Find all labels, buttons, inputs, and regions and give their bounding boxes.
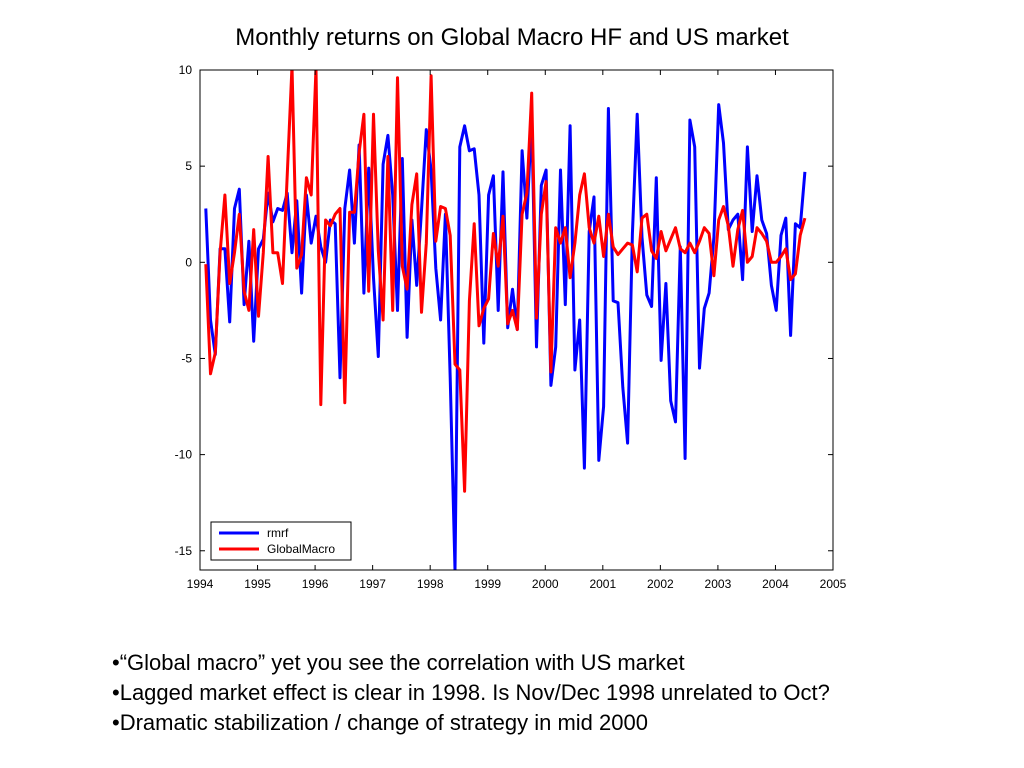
plot-frame bbox=[199, 69, 834, 571]
x-tick-label: 1997 bbox=[359, 577, 386, 591]
x-tick-label: 1994 bbox=[187, 577, 214, 591]
x-tick-label: 1996 bbox=[302, 577, 329, 591]
y-tick-label: 0 bbox=[185, 255, 192, 269]
x-tick-label: 2003 bbox=[705, 577, 732, 591]
bullet-item-1: •“Global macro” yet you see the correlat… bbox=[112, 650, 685, 675]
series-line-globalmacro bbox=[204, 70, 807, 493]
line-chart: 1994 1995 1996 1997 1998 1999 2000 2001 2002 2003… bbox=[175, 63, 847, 591]
x-tick-label: 2001 bbox=[589, 577, 616, 591]
bullet-list: •“Global macro” yet you see the correlat… bbox=[112, 648, 830, 738]
bullet-item-2: •Lagged market effect is clear in 1998. … bbox=[112, 680, 830, 705]
y-tick-label: -5 bbox=[181, 351, 192, 365]
legend-box bbox=[210, 521, 352, 561]
x-tick-label: 2005 bbox=[820, 577, 847, 591]
y-tick-label: -10 bbox=[175, 448, 193, 462]
y-tick-label: 10 bbox=[179, 63, 193, 77]
legend-label-rmrf: rmrf bbox=[267, 526, 289, 540]
chart-title: Monthly returns on Global Macro HF and U… bbox=[235, 24, 789, 51]
x-tick-label: 2004 bbox=[762, 577, 789, 591]
bullet-item-3: •Dramatic stabilization / change of stra… bbox=[112, 710, 648, 735]
x-tick-label: 2002 bbox=[647, 577, 674, 591]
x-tick-label: 2000 bbox=[532, 577, 559, 591]
x-tick-label: 1999 bbox=[474, 577, 501, 591]
x-tick-label: 1998 bbox=[417, 577, 444, 591]
legend-label-globalmacro: GlobalMacro bbox=[267, 542, 335, 556]
y-tick-label: 5 bbox=[185, 159, 192, 173]
x-tick-label: 1995 bbox=[244, 577, 271, 591]
y-tick-label: -15 bbox=[175, 544, 193, 558]
